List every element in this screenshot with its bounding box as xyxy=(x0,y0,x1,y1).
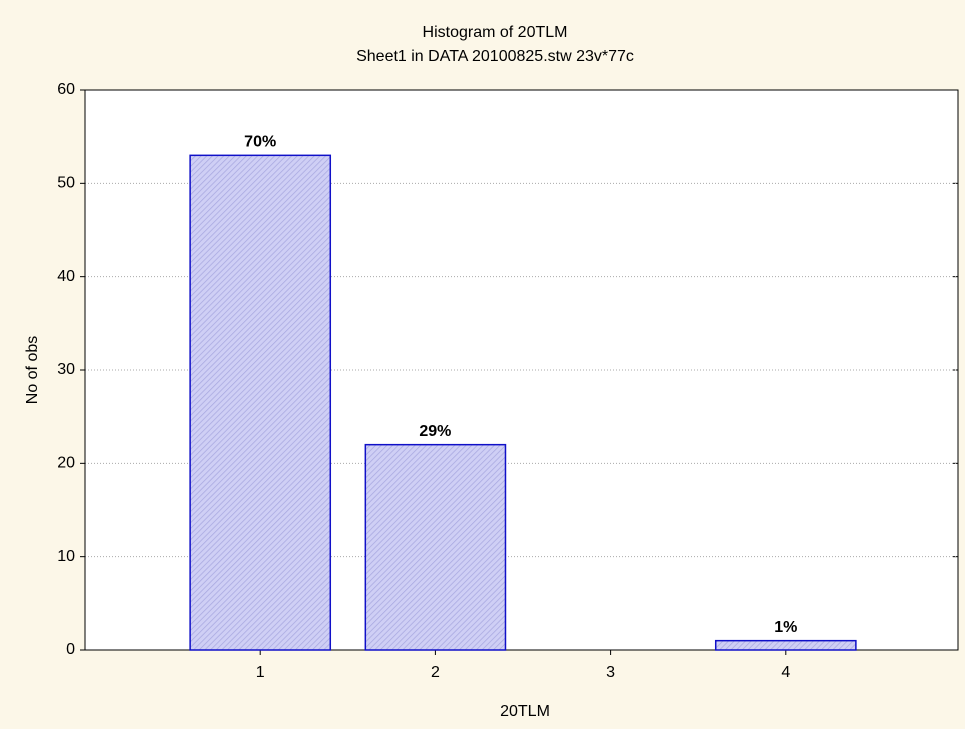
x-tick-label: 2 xyxy=(431,664,440,681)
chart-subtitle: Sheet1 in DATA 20100825.stw 23v*77c xyxy=(356,48,634,65)
x-tick-label: 3 xyxy=(606,664,615,681)
y-tick-label: 20 xyxy=(57,455,75,472)
y-tick-label: 10 xyxy=(57,548,75,565)
y-tick-label: 60 xyxy=(57,81,75,98)
bar xyxy=(364,443,507,651)
y-axis-label: No of obs xyxy=(24,336,41,404)
x-tick-label: 4 xyxy=(781,664,790,681)
y-tick-label: 40 xyxy=(57,268,75,285)
data-label: 70% xyxy=(244,134,276,151)
bar xyxy=(189,154,332,651)
data-label: 1% xyxy=(774,619,797,636)
plot-frame xyxy=(84,89,959,651)
y-tick-label: 0 xyxy=(66,641,75,658)
y-tick-label: 30 xyxy=(57,361,75,378)
bar xyxy=(714,639,857,651)
chart-title: Histogram of 20TLM xyxy=(423,24,568,41)
data-label: 29% xyxy=(419,423,451,440)
x-tick-label: 1 xyxy=(256,664,265,681)
x-axis-label: 20TLM xyxy=(500,703,550,720)
y-tick-label: 50 xyxy=(57,175,75,192)
